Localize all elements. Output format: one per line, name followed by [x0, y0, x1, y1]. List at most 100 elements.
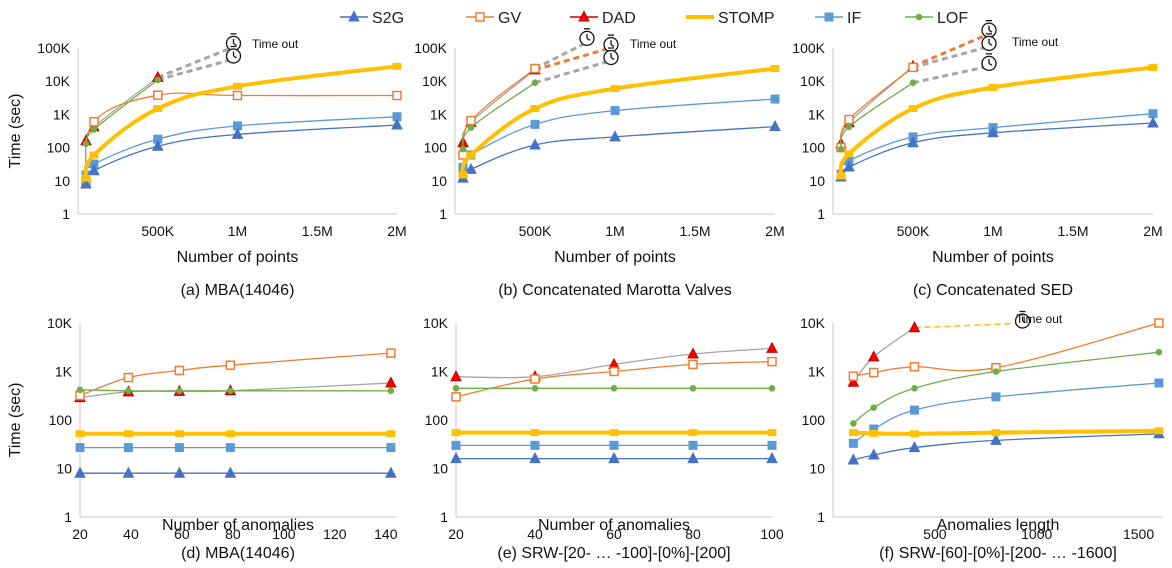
series-dad: [74, 376, 397, 403]
data-point: [89, 151, 99, 159]
legend-label: IF: [847, 10, 861, 27]
data-point: [909, 362, 920, 372]
y-tick-label: 100: [802, 140, 826, 156]
data-point: [909, 79, 917, 87]
data-point: [529, 452, 541, 464]
series-line-gv: [853, 322, 1160, 377]
data-point: [531, 385, 539, 392]
chart-panel-3: 1 10 100 1K 10K 100K 500K 1M 1.5M 2M Number of poi…: [792, 20, 1163, 299]
series-dad: [847, 321, 921, 387]
data-point: [908, 62, 918, 73]
timeout-line: [157, 56, 238, 82]
data-point: [610, 385, 618, 392]
data-point: [231, 127, 244, 139]
data-point: [466, 115, 476, 126]
data-point: [850, 420, 857, 427]
data-point: [81, 174, 91, 182]
legend-marker: [475, 12, 485, 22]
x-axis-label: Number of points: [554, 249, 676, 266]
data-point: [176, 387, 183, 395]
y-axis-label: Time (sec): [7, 94, 24, 169]
data-point: [909, 405, 919, 415]
x-tick-label: 60: [174, 526, 190, 542]
series-stomp: [458, 65, 780, 179]
timeout-clock-icon: [981, 33, 997, 52]
data-point: [530, 374, 540, 384]
data-point: [848, 429, 858, 437]
x-tick-label: 2M: [765, 223, 784, 239]
data-point: [836, 172, 846, 180]
y-tick-label: 10K: [47, 315, 73, 331]
y-tick-label: 10: [809, 461, 825, 477]
x-tick-label: 140: [374, 526, 398, 542]
data-point: [531, 79, 539, 87]
y-axis-label: Time (sec): [7, 383, 24, 458]
series-s2g: [847, 427, 1165, 465]
series-line-lof: [852, 351, 1159, 424]
x-tick-label: 20: [448, 526, 464, 542]
data-point: [689, 385, 697, 392]
y-tick-label: 1K: [431, 364, 449, 380]
y-tick-label: 1: [440, 509, 448, 525]
data-point: [225, 443, 235, 453]
data-point: [767, 356, 777, 367]
y-tick-label: 1: [817, 509, 825, 525]
y-tick-label: 10: [54, 173, 70, 189]
x-tick-label: 20: [72, 526, 88, 542]
data-point: [1148, 63, 1158, 71]
data-point: [770, 94, 780, 104]
data-point: [466, 151, 476, 159]
chart-panel-4: 1 10 100 1K 10K 20 40 60 80 100 120 140 Number of an…: [7, 315, 398, 562]
series-s2g: [450, 452, 778, 464]
timeout-clock-icon: [225, 33, 242, 52]
y-tick-label: 100: [49, 412, 73, 428]
data-point: [224, 466, 237, 478]
data-point: [89, 117, 99, 127]
series-gv: [75, 348, 396, 401]
y-tick-label: 1: [62, 206, 70, 222]
legend-item-lof: LOF: [905, 10, 968, 27]
y-tick-label: 10: [809, 173, 825, 189]
data-point: [385, 376, 397, 388]
data-point: [458, 171, 468, 179]
series-stomp: [451, 429, 777, 437]
series-dad: [457, 63, 541, 148]
data-point: [1154, 427, 1164, 435]
data-point: [151, 139, 164, 151]
data-point: [844, 150, 854, 158]
data-point: [82, 140, 90, 148]
data-point: [452, 385, 460, 392]
y-tick-label: 10K: [800, 73, 826, 89]
legend-marker: [348, 10, 360, 22]
data-point: [173, 466, 186, 478]
data-point: [530, 429, 540, 437]
data-point: [867, 448, 880, 460]
panel-caption: (b) Concatenated Marotta Valves: [498, 282, 732, 299]
data-point: [688, 359, 698, 370]
data-point: [451, 440, 461, 450]
x-tick-label: 1000: [1021, 526, 1052, 542]
chart-panel-6: 1 10 100 1K 10K 500 1000 1500 Anomalies length (f…: [800, 310, 1165, 562]
data-point: [80, 177, 92, 189]
x-tick-label: 1.5M: [679, 223, 710, 239]
data-point: [123, 443, 133, 453]
x-tick-label: 2M: [1143, 223, 1162, 239]
data-point: [174, 430, 184, 438]
legend-label: GV: [498, 10, 521, 27]
legend-label: STOMP: [718, 10, 775, 27]
y-tick-label: 10K: [422, 73, 448, 89]
series-if: [458, 94, 780, 173]
series-line-lof: [79, 389, 391, 392]
panel-caption: (e) SRW-[20- … -100]-[0%]-[200]: [497, 545, 730, 562]
y-tick-label: 1K: [808, 106, 826, 122]
x-tick-label: 1.5M: [302, 223, 333, 239]
data-point: [770, 65, 780, 73]
data-point: [609, 440, 619, 450]
data-point: [847, 375, 860, 387]
data-point: [387, 387, 395, 395]
data-point: [991, 392, 1001, 402]
data-point: [530, 63, 540, 74]
data-point: [75, 443, 85, 453]
data-point: [450, 452, 462, 464]
panel-caption: (c) Concatenated SED: [913, 282, 1073, 299]
